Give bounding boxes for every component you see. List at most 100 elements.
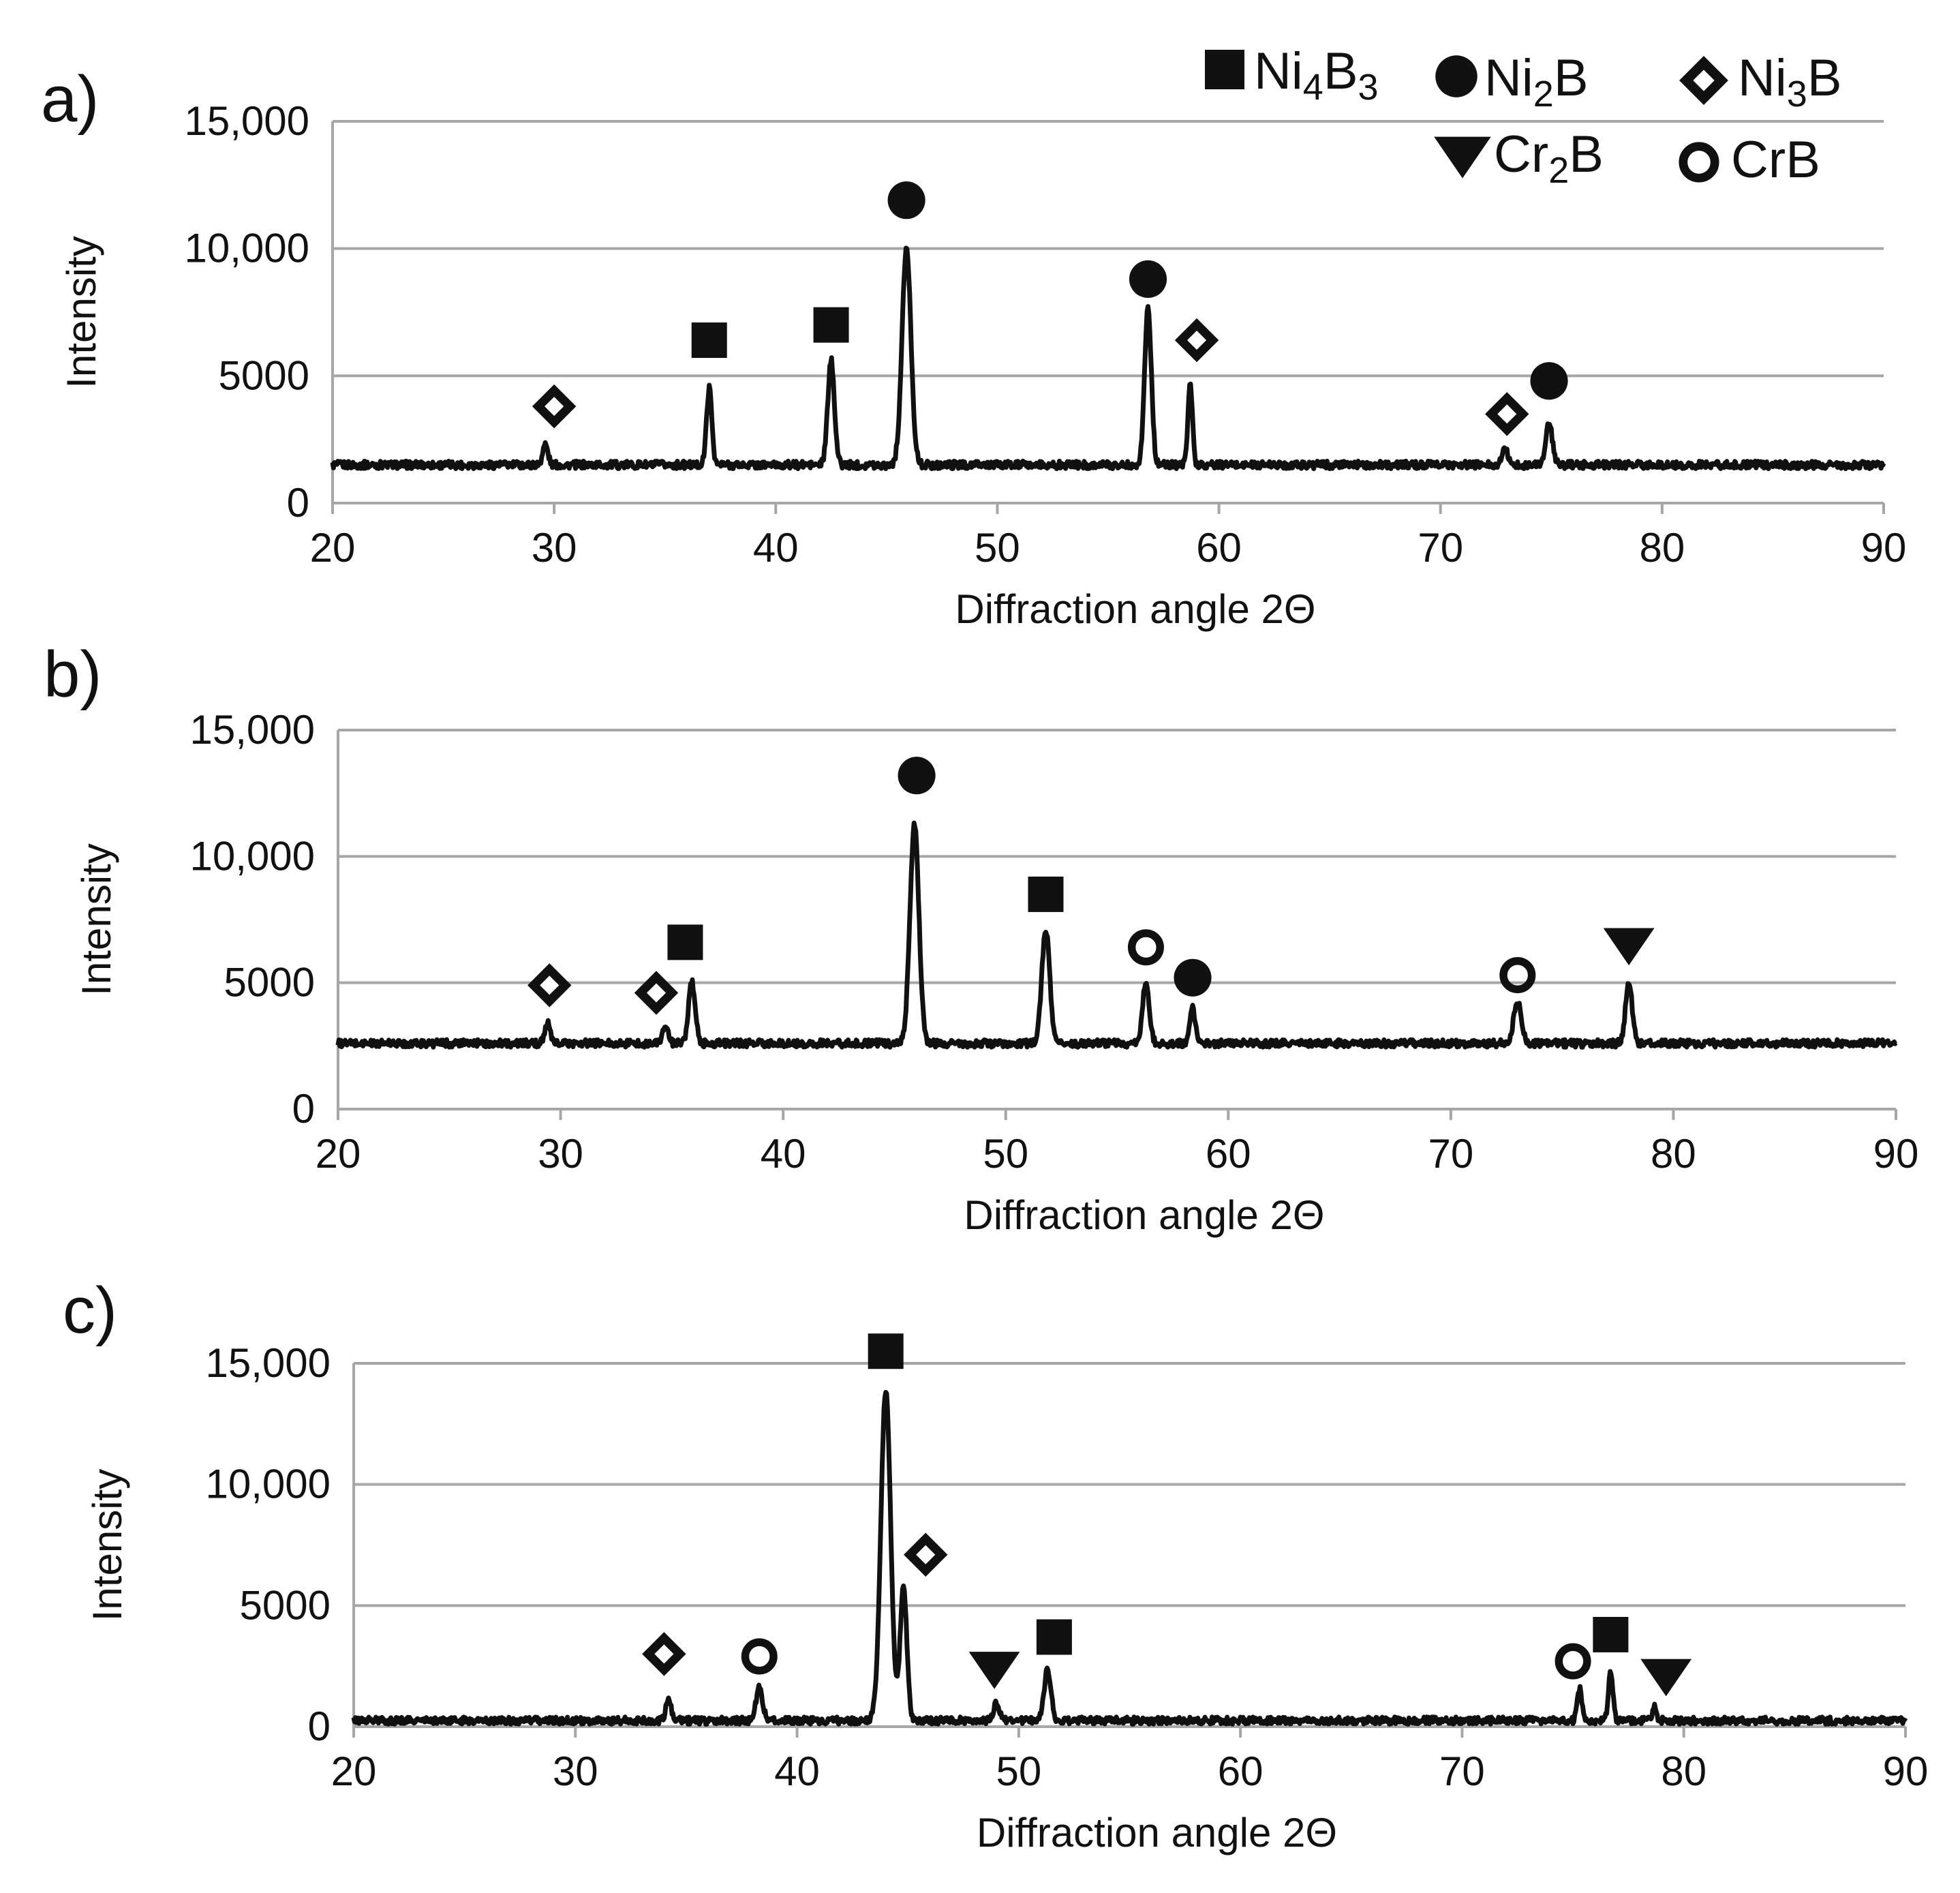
x-tick-label: 40: [761, 1131, 806, 1177]
ring-legend-icon: [1679, 142, 1719, 183]
x-axis-title: Diffraction angle 2Θ: [977, 1810, 1337, 1856]
x-tick-label: 90: [1883, 1748, 1929, 1794]
y-tick-label: 15,000: [184, 98, 309, 144]
x-axis-title: Diffraction angle 2Θ: [955, 586, 1315, 632]
legend-label: CrB: [1731, 131, 1820, 189]
square-marker-shape: [691, 322, 727, 359]
triangle-peak-marker: [968, 1652, 1020, 1689]
triangle-peak-marker: [1603, 928, 1655, 966]
legend-text-part: B: [1554, 49, 1589, 107]
square-marker-shape: [868, 1333, 904, 1369]
xrd-panel-3: 0 5000 10,000 15,000 20 30 40 50 60 70 80 90 Diffrac…: [63, 1274, 1928, 1856]
ring-marker-shape: [1127, 929, 1164, 966]
y-tick-label: 10,000: [189, 833, 315, 879]
circle-peak-marker: [898, 757, 936, 795]
square-marker-shape: [667, 924, 703, 960]
y-tick-label: 5000: [224, 960, 315, 1005]
legend-label: Ni2B: [1484, 49, 1589, 115]
square-marker-shape: [1028, 876, 1064, 912]
diamond-marker-inner: [1693, 70, 1715, 91]
x-tick-label: 50: [975, 525, 1020, 571]
x-tick-label: 70: [1418, 525, 1463, 571]
circle-marker-shape: [1174, 958, 1212, 997]
legend-text-part: CrB: [1731, 131, 1820, 189]
diamond-marker-inner: [1187, 331, 1207, 350]
x-tick-label: 50: [983, 1131, 1028, 1177]
square-peak-marker: [667, 924, 703, 960]
legend-subscript: 3: [1358, 67, 1379, 108]
diamond-peak-marker: [642, 1632, 686, 1676]
legend-item-Ni3B: Ni3B: [1679, 49, 1842, 115]
diamond-peak-marker: [532, 384, 577, 429]
triangle-marker-shape: [1434, 136, 1491, 179]
x-tick-label: 20: [331, 1748, 377, 1794]
x-tick-label: 50: [996, 1748, 1041, 1794]
diffraction-trace: [335, 820, 1898, 1050]
panel-label: b): [44, 638, 102, 711]
diamond-peak-marker: [903, 1532, 948, 1577]
x-tick-label: 90: [1861, 525, 1907, 571]
legend-text-part: Cr: [1494, 125, 1548, 183]
legend-item-Ni4B3: Ni4B3: [1205, 42, 1379, 108]
square-peak-marker: [1036, 1619, 1072, 1655]
triangle-marker-shape: [968, 1652, 1020, 1689]
circle-peak-marker: [887, 181, 925, 219]
y-tick-label: 15,000: [205, 1340, 331, 1386]
y-axis-title: Intensity: [59, 236, 104, 388]
square-peak-marker: [1028, 876, 1064, 912]
diamond-peak-marker: [634, 971, 679, 1015]
y-tick-label: 15,000: [189, 707, 315, 753]
x-axis-title: Diffraction angle 2Θ: [964, 1192, 1324, 1238]
y-tick-label: 0: [292, 1086, 315, 1132]
diamond-peak-marker: [1485, 392, 1529, 436]
ring-peak-marker: [1127, 929, 1164, 966]
square-marker-shape: [1205, 50, 1244, 89]
x-tick-label: 60: [1218, 1748, 1264, 1794]
legend-subscript: 4: [1303, 67, 1323, 108]
legend-label: Ni3B: [1738, 49, 1842, 115]
x-tick-label: 60: [1196, 525, 1242, 571]
square-marker-shape: [813, 307, 849, 343]
circle-peak-marker: [1129, 260, 1167, 299]
y-tick-label: 10,000: [205, 1462, 331, 1507]
x-tick-label: 40: [753, 525, 799, 571]
legend-subscript: 2: [1533, 74, 1554, 115]
x-tick-label: 80: [1639, 525, 1685, 571]
circle-marker-shape: [1129, 260, 1167, 299]
xrd-panel-1: 0 5000 10,000 15,000 20 30 40 50 60 70 80 90 Diffrac…: [41, 63, 1906, 632]
square-marker-shape: [1593, 1616, 1629, 1652]
ring-marker-shape: [1499, 957, 1536, 994]
diamond-peak-marker: [1174, 318, 1219, 363]
circle-marker-shape: [887, 181, 925, 219]
legend-item-Ni2B: Ni2B: [1435, 49, 1589, 115]
triangle-legend-icon: [1434, 136, 1491, 179]
x-tick-label: 40: [774, 1748, 820, 1794]
x-tick-label: 30: [553, 1748, 598, 1794]
legend-text-part: B: [1807, 49, 1842, 107]
legend-label: Ni4B3: [1254, 42, 1379, 108]
diamond-marker-inner: [545, 397, 564, 417]
diamond-peak-marker: [527, 963, 572, 1008]
diamond-marker-inner: [1497, 404, 1517, 424]
y-axis-title: Intensity: [74, 843, 119, 995]
x-tick-label: 30: [532, 525, 577, 571]
panel-label: c): [63, 1274, 117, 1347]
square-peak-marker: [1593, 1616, 1629, 1652]
square-peak-marker: [691, 322, 727, 359]
diamond-legend-icon: [1679, 56, 1728, 105]
x-tick-label: 60: [1206, 1131, 1251, 1177]
x-tick-label: 80: [1651, 1131, 1696, 1177]
diffraction-trace: [330, 245, 1886, 472]
y-tick-label: 5000: [240, 1582, 331, 1628]
legend-text-part: Ni: [1484, 49, 1533, 107]
legend-label: Cr2B: [1494, 125, 1604, 191]
circle-peak-marker: [1530, 362, 1568, 400]
circle-marker-shape: [1435, 55, 1477, 97]
diamond-marker-inner: [646, 983, 667, 1003]
legend-subscript: 2: [1548, 150, 1569, 191]
triangle-peak-marker: [1640, 1659, 1692, 1697]
triangle-marker-shape: [1603, 928, 1655, 966]
triangle-marker-shape: [1640, 1659, 1692, 1697]
ring-marker-shape: [1555, 1643, 1591, 1680]
